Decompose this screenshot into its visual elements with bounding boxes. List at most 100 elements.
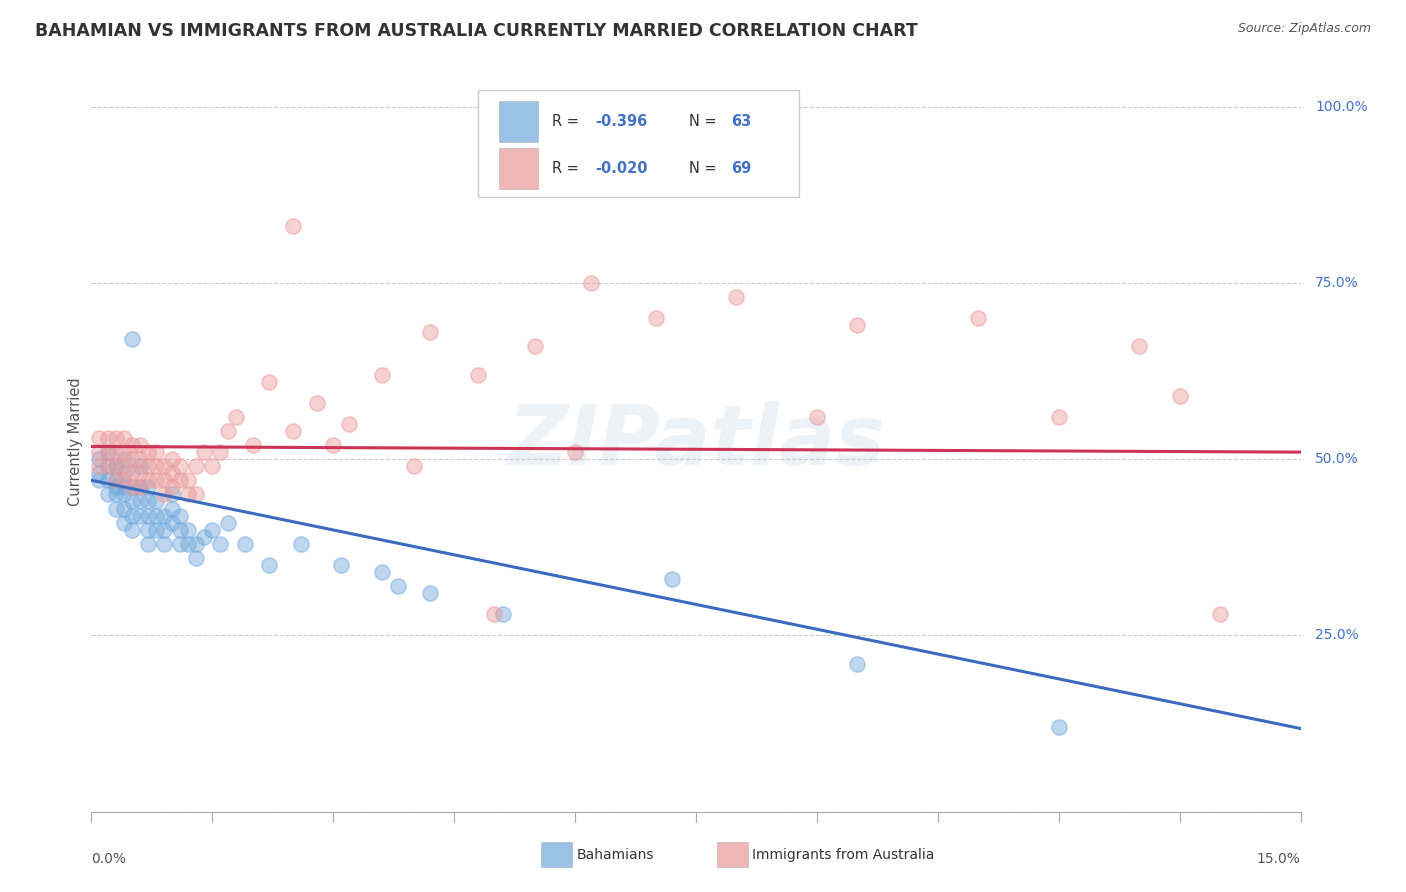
Point (145, 508, 167, 523)
Point (242, 438, 264, 452)
Point (121, 332, 143, 346)
Point (104, 501, 127, 516)
Text: Immigrants from Australia: Immigrants from Australia (752, 847, 935, 862)
Text: Source: ZipAtlas.com: Source: ZipAtlas.com (1237, 22, 1371, 36)
Point (209, 445, 232, 459)
Point (467, 368, 489, 382)
Point (1168, 389, 1191, 403)
Point (104, 445, 127, 459)
Point (121, 480, 143, 494)
Point (112, 473, 135, 487)
Point (186, 537, 208, 551)
Point (145, 473, 167, 487)
Point (128, 480, 150, 494)
Point (121, 523, 143, 537)
Point (419, 325, 441, 339)
Point (104, 473, 127, 487)
Point (967, 311, 990, 326)
Point (128, 459, 150, 474)
Point (89, 473, 111, 487)
Point (186, 487, 208, 501)
Text: 63: 63 (731, 114, 751, 129)
Point (112, 452, 135, 467)
Point (121, 438, 143, 452)
Text: 25.0%: 25.0% (1315, 629, 1358, 642)
Point (121, 480, 143, 494)
Point (322, 438, 344, 452)
Point (370, 368, 392, 382)
Point (96, 459, 118, 474)
Point (104, 459, 127, 474)
Point (96, 445, 118, 459)
Point (419, 586, 441, 600)
Point (846, 657, 869, 671)
FancyBboxPatch shape (499, 101, 537, 142)
Point (217, 516, 239, 530)
Text: 15.0%: 15.0% (1257, 853, 1301, 866)
Point (145, 445, 167, 459)
Point (160, 501, 183, 516)
Point (153, 487, 176, 501)
Point (136, 473, 159, 487)
Point (136, 494, 159, 508)
Point (233, 537, 256, 551)
Point (89, 459, 111, 474)
Point (128, 438, 150, 452)
Point (153, 523, 176, 537)
Point (225, 409, 247, 424)
Point (89, 452, 111, 467)
Point (186, 550, 208, 565)
Point (136, 445, 159, 459)
Text: BAHAMIAN VS IMMIGRANTS FROM AUSTRALIA CURRENTLY MARRIED CORRELATION CHART: BAHAMIAN VS IMMIGRANTS FROM AUSTRALIA CU… (35, 22, 918, 40)
Point (169, 459, 191, 474)
Point (484, 607, 506, 622)
Point (96, 445, 118, 459)
Point (1128, 339, 1150, 353)
Text: N =: N = (689, 161, 721, 176)
Point (160, 516, 183, 530)
Point (491, 607, 513, 622)
Text: N =: N = (689, 114, 721, 129)
Point (153, 473, 176, 487)
Point (257, 375, 280, 389)
Point (112, 467, 135, 481)
Point (96, 459, 118, 474)
Text: 75.0%: 75.0% (1315, 276, 1358, 290)
Point (186, 459, 208, 474)
Point (121, 467, 143, 481)
Point (153, 508, 176, 523)
Point (160, 467, 183, 481)
Point (153, 459, 176, 474)
FancyBboxPatch shape (478, 90, 799, 197)
Point (193, 530, 215, 544)
Point (136, 508, 159, 523)
Point (104, 480, 127, 494)
Point (169, 523, 191, 537)
Point (112, 445, 135, 459)
Y-axis label: Currently Married: Currently Married (67, 377, 83, 506)
Point (281, 219, 304, 234)
Point (177, 523, 200, 537)
Point (89, 467, 111, 481)
Point (846, 318, 869, 333)
Point (112, 431, 135, 445)
Point (169, 537, 191, 551)
Point (136, 523, 159, 537)
Point (169, 473, 191, 487)
Point (104, 473, 127, 487)
Point (337, 417, 360, 431)
Point (112, 501, 135, 516)
Point (177, 473, 200, 487)
Text: Bahamians: Bahamians (576, 847, 654, 862)
Point (136, 537, 159, 551)
Point (330, 558, 353, 572)
Point (128, 452, 150, 467)
Point (112, 516, 135, 530)
Point (104, 459, 127, 474)
Point (96, 431, 118, 445)
Point (121, 452, 143, 467)
Text: -0.396: -0.396 (596, 114, 648, 129)
Point (209, 537, 232, 551)
Point (121, 508, 143, 523)
Point (112, 459, 135, 474)
